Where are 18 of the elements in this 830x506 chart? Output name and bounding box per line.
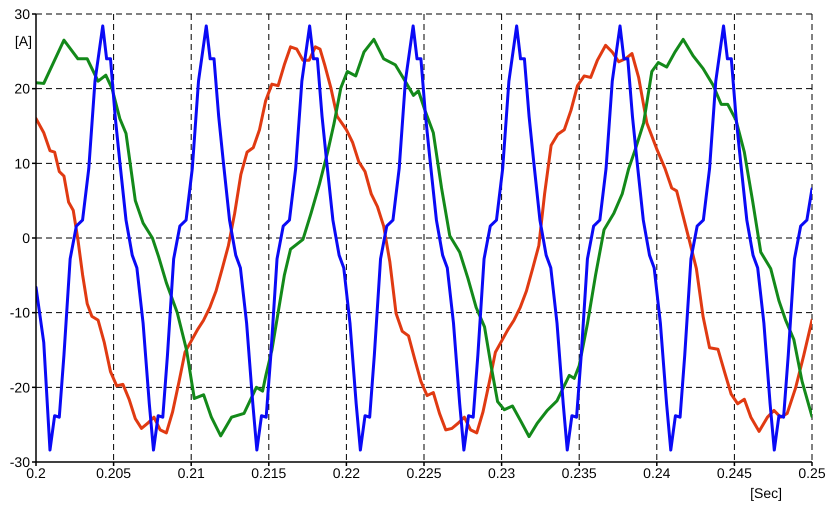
x-axis-title: [Sec] — [750, 485, 782, 501]
x-tick-label: 0.225 — [406, 464, 442, 481]
x-tick-label: 0.25 — [798, 464, 826, 481]
y-tick-label: 30 — [14, 6, 30, 22]
x-tick-label: 0.235 — [562, 464, 597, 481]
y-tick-label: 10 — [14, 155, 30, 172]
x-tick-label: 0.22 — [332, 464, 360, 481]
y-axis-title: [A] — [14, 32, 32, 49]
x-tick-label: 0.21 — [178, 464, 206, 481]
y-tick-label: -20 — [10, 379, 30, 396]
x-tick-label: 0.245 — [716, 464, 752, 481]
y-tick-label: -10 — [10, 304, 30, 321]
y-tick-label: 20 — [14, 80, 30, 97]
x-tick-label: 0.24 — [643, 464, 671, 481]
x-tick-label: 0.23 — [488, 464, 516, 481]
x-tick-label: 0.205 — [96, 464, 132, 481]
x-tick-label: 0.215 — [251, 464, 287, 481]
y-tick-label: 0 — [22, 230, 30, 246]
